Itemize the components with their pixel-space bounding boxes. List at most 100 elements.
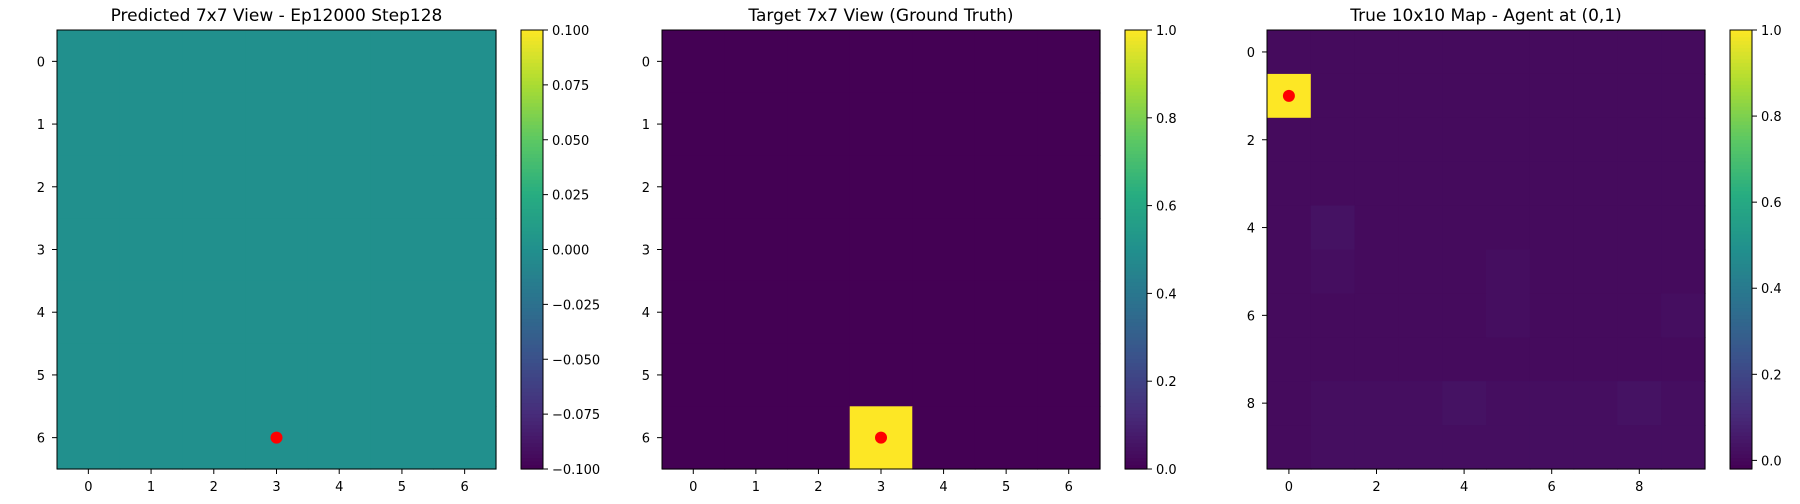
colorbar-segment — [1730, 297, 1752, 302]
colorbar-segment — [1730, 62, 1752, 68]
colorbar-segment — [521, 249, 543, 254]
colorbar-frame — [1729, 29, 1753, 470]
colorbar-segment — [521, 388, 543, 393]
heatmap-cell-r1-c2 — [1354, 73, 1399, 119]
heatmap-cell-r2-c6 — [433, 155, 497, 219]
heatmap-cell-r7-c4 — [1442, 337, 1487, 382]
colorbar-segment — [1730, 33, 1752, 38]
colorbar-segment — [521, 110, 543, 115]
heatmap-cell-r2-c3 — [849, 155, 913, 219]
heatmap-cell-r3-c5 — [974, 218, 1039, 282]
colorbar-segment — [1125, 150, 1147, 155]
colorbar-segment — [1730, 264, 1752, 269]
colorbar-segment — [521, 351, 543, 357]
heatmap-cell-r6-c1 — [1310, 293, 1356, 338]
heatmap-cell-r2-c6 — [1037, 155, 1101, 219]
colorbar-segment — [1125, 432, 1147, 437]
heatmap-cell-r8-c9 — [1661, 381, 1706, 426]
colorbar-segment — [1125, 190, 1147, 196]
heatmap-cell-r3-c1 — [724, 218, 788, 282]
colorbar-segment — [521, 315, 543, 320]
colorbar-segment — [1730, 169, 1752, 174]
colorbar-segment — [521, 205, 543, 210]
colorbar-segment — [1125, 158, 1147, 163]
heatmap-cell-r7-c9 — [1661, 337, 1706, 382]
colorbar-segment — [521, 410, 543, 415]
y-tick-label: 6 — [1247, 309, 1255, 324]
colorbar-segment — [521, 117, 543, 123]
heatmap-cell-r1-c2 — [787, 92, 851, 157]
colorbar-segment — [1730, 40, 1752, 46]
heatmap-cell-r8-c8 — [1617, 381, 1662, 426]
colorbar-segment — [1730, 95, 1752, 101]
colorbar-segment — [521, 37, 543, 42]
colorbar-segment — [1125, 311, 1147, 316]
heatmap-cell-r4-c6 — [1037, 280, 1101, 345]
heatmap-cell-r8-c2 — [1354, 381, 1399, 426]
x-tick-label: 4 — [1460, 480, 1468, 495]
heatmap-cell-r6-c4 — [912, 406, 976, 470]
heatmap-cell-r0-c3 — [245, 30, 309, 94]
colorbar-segment — [521, 414, 543, 419]
y-tick-label: 0 — [37, 55, 45, 70]
heatmap-cell-r3-c1 — [119, 218, 184, 282]
colorbar-segment — [1125, 51, 1147, 57]
colorbar-segment — [1730, 73, 1752, 79]
colorbar-segment — [521, 333, 543, 338]
colorbar-segment — [1730, 190, 1752, 196]
colorbar-segment — [1730, 315, 1752, 320]
colorbar-segment — [1125, 388, 1147, 393]
colorbar-segment — [1125, 403, 1147, 408]
colorbar-segment — [1730, 414, 1752, 419]
heatmap-cell-r3-c3 — [245, 218, 309, 282]
colorbar-segment — [1730, 245, 1752, 251]
colorbar-segment — [1730, 355, 1752, 360]
colorbar-segment — [1730, 125, 1752, 130]
colorbar-segment — [521, 311, 543, 316]
colorbar-segment — [1730, 450, 1752, 455]
colorbar-segment — [521, 212, 543, 218]
colorbar-segment — [1125, 73, 1147, 79]
colorbar-segment — [521, 403, 543, 408]
x-tick-label: 0 — [1285, 480, 1293, 495]
heatmap-cell-r2-c1 — [724, 155, 788, 219]
colorbar-segment — [1730, 176, 1752, 181]
heatmap-cell-r4-c1 — [119, 280, 184, 345]
colorbar-segment — [1730, 461, 1752, 466]
heatmap-cell-r5-c0 — [662, 343, 726, 407]
heatmap-cell-r4-c7 — [1573, 205, 1618, 251]
colorbar-segment — [1730, 366, 1752, 371]
heatmap-cell-r2-c0 — [57, 155, 121, 219]
colorbar-segment — [1125, 44, 1147, 49]
colorbar-segment — [1730, 216, 1752, 221]
colorbar-segment — [1125, 395, 1147, 401]
heatmap-cell-r7-c3 — [1398, 337, 1443, 382]
colorbar-segment — [521, 201, 543, 207]
heatmap-cell-r6-c0 — [662, 406, 726, 470]
x-tick-label: 3 — [272, 480, 280, 495]
colorbar-segment — [1125, 362, 1147, 368]
colorbar-segment — [1125, 238, 1147, 243]
heatmap-cell-r5-c7 — [1573, 249, 1618, 294]
heatmap-cell-r1-c5 — [370, 92, 434, 157]
colorbar-segment — [1125, 220, 1147, 225]
colorbar-segment — [1730, 223, 1752, 229]
colorbar-segment — [521, 223, 543, 229]
heatmap-cell-r5-c6 — [1529, 249, 1575, 294]
colorbar-segment — [521, 359, 543, 364]
colorbar-segment — [1125, 315, 1147, 320]
colorbar-segment — [521, 44, 543, 49]
colorbar-segment — [1730, 381, 1752, 386]
heatmap-cell-r0-c0 — [57, 30, 121, 94]
colorbar-segment — [1730, 77, 1752, 82]
heatmap-cell-r5-c4 — [307, 343, 372, 407]
colorbar-segment — [521, 73, 543, 79]
colorbar-segment — [1125, 454, 1147, 459]
colorbar-segment — [1730, 359, 1752, 364]
colorbar-segment — [1730, 403, 1752, 408]
heatmap-cell-r6-c2 — [1354, 293, 1399, 338]
colorbar-segment — [1125, 55, 1147, 60]
colorbar-segment — [1125, 249, 1147, 254]
colorbar-segment — [1730, 121, 1752, 126]
